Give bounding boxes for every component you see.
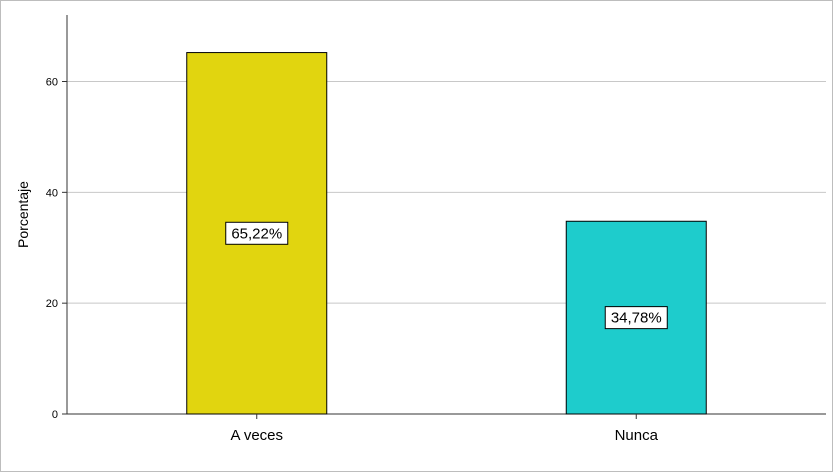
y-tick-label: 20 xyxy=(46,298,58,310)
bar xyxy=(186,52,328,415)
y-tick-label: 60 xyxy=(46,77,58,89)
data-label-box xyxy=(604,306,668,330)
y-tick-label: 0 xyxy=(52,409,58,421)
y-axis-title: Porcentaje xyxy=(15,181,31,248)
data-label: 34,78% xyxy=(611,310,662,327)
x-tick-label: Nunca xyxy=(615,427,659,444)
data-label-box xyxy=(225,221,289,245)
y-tick-label: 40 xyxy=(46,187,58,199)
data-label: 65,22% xyxy=(231,225,282,242)
x-tick-label: A veces xyxy=(230,427,283,444)
